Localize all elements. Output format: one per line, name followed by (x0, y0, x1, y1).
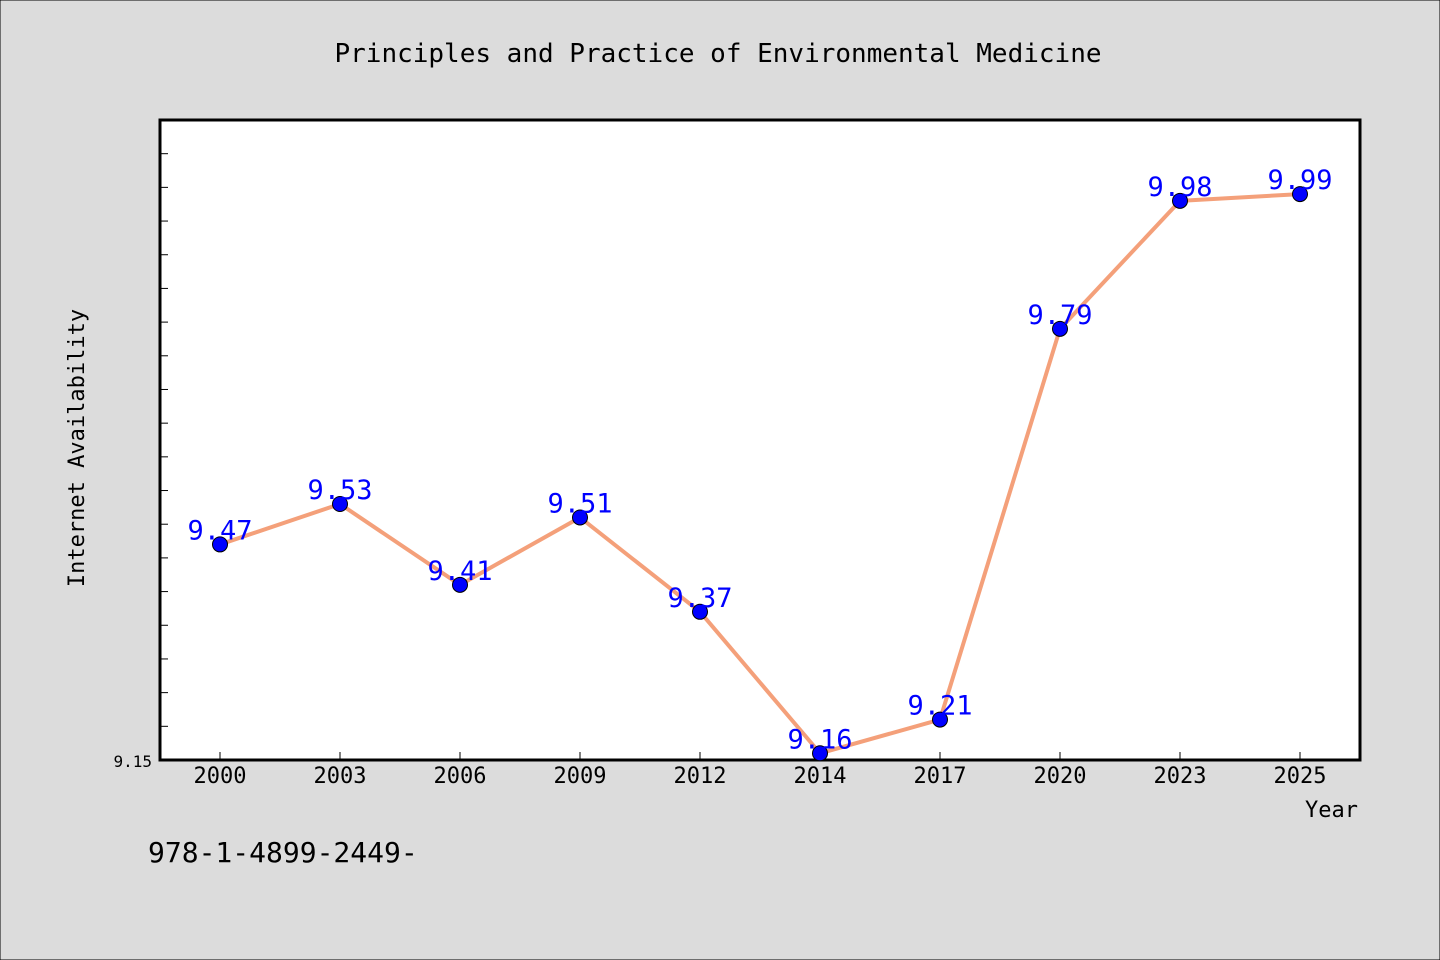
x-tick-label: 2017 (914, 764, 967, 789)
x-tick-label: 2006 (434, 764, 487, 789)
data-label: 9.51 (547, 488, 612, 519)
plot-area (158, 118, 1362, 762)
data-label: 9.98 (1147, 172, 1212, 203)
chart-title: Principles and Practice of Environmental… (334, 39, 1101, 69)
data-label: 9.16 (787, 724, 852, 755)
data-label: 9.41 (427, 556, 492, 587)
data-label: 9.79 (1027, 300, 1092, 331)
x-tick-label: 2014 (794, 764, 847, 789)
data-point (1292, 186, 1308, 203)
data-label: 9.37 (667, 583, 732, 614)
data-point (212, 536, 228, 553)
series-line (218, 192, 1302, 756)
data-point (932, 711, 948, 728)
x-tick-label: 2009 (554, 764, 607, 789)
data-labels: 9.47 9.53 9.41 9.51 9.37 9.16 9.21 9.79 9.98 9.99 (187, 165, 1332, 755)
y-axis-ticks (160, 119, 168, 761)
data-point (452, 576, 468, 593)
data-point (332, 496, 348, 512)
data-point (1052, 320, 1068, 337)
x-tick-label: 2003 (314, 764, 367, 789)
x-tick-label: 2023 (1154, 764, 1207, 789)
x-axis-tick-labels: 2000 2003 2006 2009 2012 2014 2017 2020 2023 2025 (194, 764, 1327, 789)
data-point (572, 509, 588, 526)
x-tick-label: 2012 (674, 764, 727, 789)
y-axis-label: Internet Availability (65, 309, 90, 587)
x-tick-label: 2020 (1034, 764, 1087, 789)
data-label: 9.99 (1267, 165, 1332, 196)
x-tick-label: 2025 (1274, 764, 1327, 789)
data-point (1172, 192, 1188, 209)
x-tick-label: 2000 (194, 764, 247, 789)
data-point (692, 603, 708, 620)
data-points (212, 186, 1308, 762)
footer-text: 978-1-4899-2449- (148, 836, 418, 869)
y-tick-label: 9.15 (113, 752, 152, 771)
data-point (812, 745, 828, 762)
x-axis-label: Year (1305, 798, 1358, 823)
data-label: 9.21 (907, 691, 972, 722)
data-label: 9.47 (187, 515, 252, 546)
data-label: 9.53 (307, 475, 372, 506)
